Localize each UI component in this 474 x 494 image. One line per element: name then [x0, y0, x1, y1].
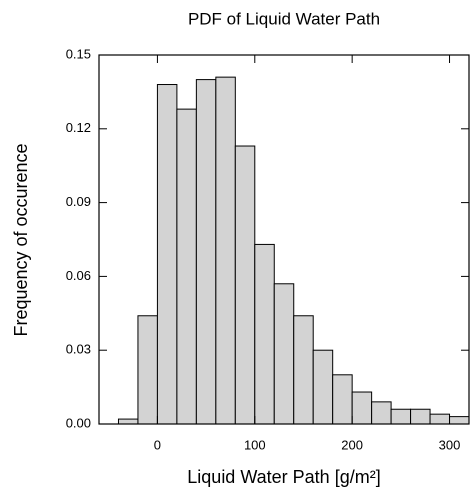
bar: [293, 315, 314, 425]
chart-title: PDF of Liquid Water Path: [188, 9, 380, 28]
bar: [312, 349, 334, 425]
bar: [410, 408, 431, 425]
bar: [176, 108, 197, 425]
bar: [234, 145, 256, 425]
bar: [371, 401, 392, 425]
bar: [254, 243, 275, 425]
bar: [215, 76, 236, 425]
y-axis-label: Frequency of occurence: [11, 143, 31, 336]
y-tick-label: 0.12: [66, 120, 91, 135]
y-tick-label: 0.00: [66, 415, 91, 430]
bar: [332, 374, 353, 425]
bar: [273, 283, 295, 425]
plot-frame: [98, 54, 470, 425]
x-tick-label: 200: [341, 437, 363, 452]
bar: [351, 391, 373, 425]
x-axis-label: Liquid Water Path [g/m²]: [187, 467, 380, 487]
bar: [117, 418, 139, 425]
y-tick-label: 0.15: [66, 46, 91, 61]
bar: [156, 84, 178, 425]
y-tick-label: 0.03: [66, 342, 91, 357]
y-tick-label: 0.06: [66, 268, 91, 283]
x-tick-label: 100: [244, 437, 266, 452]
bar: [390, 408, 412, 425]
x-tick-label: 300: [439, 437, 461, 452]
bar: [429, 413, 451, 425]
x-tick-label: 0: [154, 437, 161, 452]
y-tick-label: 0.09: [66, 194, 91, 209]
bar: [449, 416, 470, 425]
bar: [195, 79, 217, 425]
bar: [137, 315, 158, 425]
